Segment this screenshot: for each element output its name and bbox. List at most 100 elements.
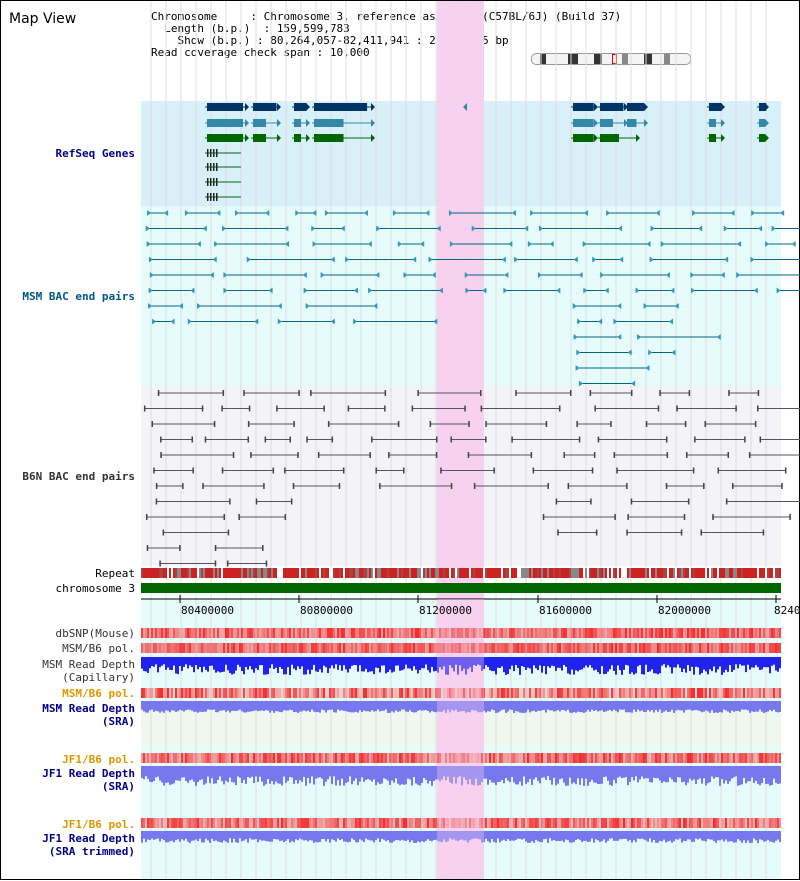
heat-cell (283, 628, 285, 638)
depth-bar (419, 831, 421, 843)
depth-bar (281, 766, 283, 786)
repeat-block (183, 568, 185, 578)
heat-cell (467, 688, 469, 698)
depth-bar (773, 657, 775, 665)
bac-end-marker (590, 498, 592, 505)
depth-bar (447, 766, 449, 777)
heat-cell (227, 643, 229, 653)
heat-cell (163, 628, 165, 638)
repeat-block (229, 568, 231, 578)
heat-cell (225, 688, 227, 698)
heat-cell (331, 688, 333, 698)
depth-bar (213, 766, 215, 784)
depth-bar (451, 766, 453, 784)
bac-end-marker (725, 498, 728, 505)
heat-cell (593, 628, 595, 638)
bac-end-marker (781, 483, 783, 489)
heat-cell (509, 688, 511, 698)
heat-cell (395, 688, 397, 698)
bac-end-marker (232, 452, 235, 458)
repeat-block (345, 568, 347, 578)
depth-bar (645, 766, 647, 779)
heat-cell (691, 628, 693, 638)
heat-cell (501, 818, 503, 828)
heat-cell (221, 643, 223, 653)
depth-bar (721, 657, 723, 675)
heat-cell (167, 818, 169, 828)
heat-cell (301, 688, 303, 698)
heat-cell (579, 753, 581, 763)
heat-cell (669, 628, 671, 638)
heat-cell (287, 688, 289, 698)
heat-cell (209, 688, 211, 698)
heat-cell (219, 688, 221, 698)
depth-bar (517, 831, 519, 839)
depth-bar (451, 701, 453, 710)
repeat-block (325, 568, 327, 578)
bac-end-marker (202, 483, 204, 489)
bac-end-marker (289, 436, 291, 443)
depth-bar (777, 701, 779, 713)
heat-cell (215, 688, 217, 698)
depth-bar (601, 831, 603, 842)
depth-bar (489, 701, 491, 712)
heat-cell (583, 643, 585, 653)
heat-cell (745, 628, 747, 638)
heat-cell (275, 688, 277, 698)
depth-bar (183, 657, 185, 667)
repeat-block (147, 568, 149, 578)
gene-exon (213, 163, 215, 171)
heat-cell (755, 628, 757, 638)
heat-cell (703, 818, 705, 828)
heat-cell (751, 628, 753, 638)
repeat-block (145, 568, 147, 578)
heat-cell (477, 688, 479, 698)
depth-bar (143, 701, 145, 712)
depth-bar (635, 657, 637, 674)
heat-cell (469, 628, 471, 638)
repeat-block (535, 568, 537, 578)
heat-cell (477, 643, 479, 653)
heat-cell (641, 753, 643, 763)
depth-bar (723, 831, 725, 842)
heat-cell (541, 753, 543, 763)
heat-cell (589, 628, 591, 638)
heat-cell (601, 818, 603, 828)
depth-bar (661, 657, 663, 666)
heat-cell (531, 628, 533, 638)
heat-cell (541, 688, 543, 698)
heat-cell (317, 688, 319, 698)
heat-cell (179, 753, 181, 763)
heat-cell (147, 628, 149, 638)
heat-cell (251, 688, 253, 698)
depth-bar (613, 657, 615, 671)
heat-cell (665, 643, 667, 653)
depth-bar (171, 766, 173, 785)
heat-cell (293, 628, 295, 638)
heat-cell (549, 753, 551, 763)
heat-cell (671, 628, 673, 638)
heat-cell (567, 688, 569, 698)
repeat-block (589, 568, 591, 578)
heat-cell (633, 818, 635, 828)
depth-bar (709, 831, 711, 840)
depth-bar (581, 831, 583, 843)
bac-end-marker (727, 452, 729, 458)
depth-bar (575, 701, 577, 713)
bac-end-marker (255, 498, 258, 505)
depth-bar (493, 766, 495, 783)
heat-cell (311, 753, 313, 763)
depth-bar (169, 831, 171, 842)
repeat-block (327, 568, 329, 578)
heat-cell (465, 628, 467, 638)
heat-cell (201, 688, 203, 698)
heat-cell (297, 753, 299, 763)
depth-bar (163, 701, 165, 713)
depth-bar (509, 657, 511, 670)
gene-arrow (765, 134, 769, 142)
heat-cell (397, 818, 399, 828)
gene-arrow (594, 119, 598, 127)
heat-cell (711, 628, 713, 638)
depth-bar (221, 657, 223, 673)
